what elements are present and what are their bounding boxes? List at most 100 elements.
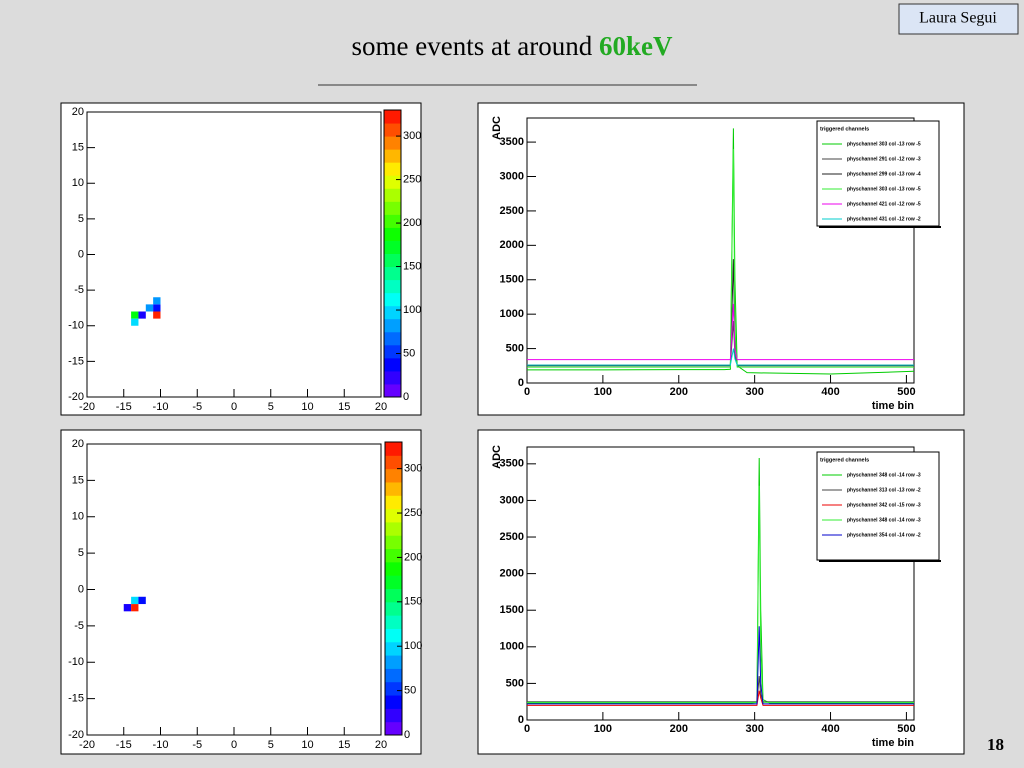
colorbar-frame	[384, 441, 403, 736]
colorbar-band	[385, 721, 402, 736]
y-tick-label: 20	[72, 438, 84, 450]
colorbar-tick-label: 300	[403, 130, 421, 142]
heat-cell	[131, 311, 139, 319]
colorbar-band	[385, 628, 402, 643]
series-line	[527, 128, 915, 375]
colorbar-band	[384, 266, 401, 281]
y-tick-label: 0	[518, 377, 524, 389]
plot-area	[86, 443, 382, 736]
author-box	[898, 3, 1019, 35]
x-tick-label: 200	[670, 723, 688, 735]
y-tick-label: 1000	[500, 641, 524, 653]
series-line	[527, 348, 914, 366]
colorbar-tick-label: 100	[403, 304, 421, 316]
heat-cell	[138, 311, 146, 319]
colorbar-band	[384, 123, 401, 137]
colorbar-tick-label: 300	[404, 463, 422, 475]
y-tick-label: -15	[68, 355, 84, 367]
x-tick-label: 20	[375, 739, 387, 751]
heat-cell	[145, 304, 154, 312]
colorbar-band	[384, 240, 401, 254]
y-tick-label: -15	[68, 693, 84, 705]
y-tick-label: 10	[72, 511, 84, 523]
x-tick-label: 0	[524, 723, 530, 735]
series-line	[527, 259, 914, 367]
colorbar-band	[384, 188, 401, 202]
colorbar-band	[385, 561, 402, 576]
x-tick-label: -10	[153, 401, 169, 413]
y-tick-label: -5	[74, 284, 84, 296]
y-tick-label: 5	[78, 547, 84, 559]
plot-area	[86, 111, 382, 398]
y-tick-label: 3000	[500, 494, 524, 506]
colorbar-band	[385, 521, 402, 536]
colorbar-tick-label: 250	[404, 507, 422, 519]
x-tick-label: 300	[745, 723, 763, 735]
x-tick-label: -5	[192, 401, 202, 413]
x-tick-label: 5	[268, 401, 274, 413]
colorbar-band	[385, 455, 402, 470]
legend-shadow	[819, 560, 941, 562]
y-tick-label: -5	[74, 620, 84, 632]
y-tick-label: 3500	[500, 136, 524, 148]
y-tick-label: 3000	[500, 170, 524, 182]
colorbar-band	[385, 681, 402, 696]
y-axis-label: ADC	[491, 116, 503, 140]
colorbar-band	[385, 535, 402, 550]
y-tick-label: 15	[72, 474, 84, 486]
y-tick-label: -20	[68, 729, 84, 741]
author: Laura Segui	[919, 10, 997, 27]
colorbar-tick-label: 150	[403, 260, 421, 272]
y-tick-label: 2000	[500, 568, 524, 580]
colorbar-band	[384, 279, 401, 294]
x-tick-label: -10	[153, 739, 169, 751]
y-tick-label: 1500	[500, 604, 524, 616]
colorbar-tick-label: 100	[404, 640, 422, 652]
colorbar-band	[384, 331, 401, 346]
legend-label: physchannel 291 col -12 row -3	[847, 156, 921, 162]
colorbar-tick-label: 150	[404, 596, 422, 608]
y-tick-label: 20	[72, 106, 84, 118]
heat-cell	[153, 304, 161, 312]
colorbar-band	[384, 162, 401, 176]
legend-label: physchannel 303 col -13 row -5	[847, 186, 921, 192]
colorbar-band	[385, 615, 402, 629]
colorbar-band	[385, 655, 402, 669]
colorbar-band	[384, 318, 401, 333]
x-tick-label: -5	[192, 739, 202, 751]
x-tick-label: 10	[301, 401, 313, 413]
series-line	[527, 485, 914, 703]
legend-label: physchannel 303 col -13 row -5	[847, 141, 921, 147]
legend-box	[816, 451, 940, 561]
x-tick-label: 300	[745, 386, 763, 398]
legend-label: physchannel 421 col -12 row -5	[847, 201, 921, 207]
x-tick-label: 15	[338, 401, 350, 413]
y-axis-label: ADC	[491, 445, 503, 469]
colorbar-band	[385, 575, 402, 589]
colorbar-tick-label: 200	[403, 217, 421, 229]
colorbar-band	[385, 695, 402, 709]
y-tick-label: 2500	[500, 205, 524, 217]
y-tick-label: 1500	[500, 274, 524, 286]
legend-label: physchannel 299 col -13 row -4	[847, 171, 921, 177]
colorbar-band	[384, 136, 401, 150]
y-tick-label: 2000	[500, 239, 524, 251]
series-line	[527, 148, 914, 368]
legend-label: physchannel 348 col -14 row -3	[847, 517, 921, 523]
colorbar-band	[385, 495, 402, 510]
colorbar-band	[385, 508, 402, 523]
slide-title: some events at around 60keV	[352, 31, 673, 61]
title-highlight: 60keV	[599, 31, 673, 61]
x-tick-label: 500	[897, 386, 915, 398]
heat-cell	[131, 604, 139, 612]
legend-label: physchannel 342 col -15 row -3	[847, 502, 921, 508]
colorbar-band	[384, 292, 401, 307]
x-tick-label: 100	[594, 723, 612, 735]
y-tick-label: 0	[518, 714, 524, 726]
heat-cell	[153, 297, 161, 305]
heat-cell	[131, 596, 139, 605]
colorbar-band	[385, 481, 402, 496]
x-tick-label: 100	[594, 386, 612, 398]
colorbar-band	[385, 708, 402, 723]
legend-title: triggered channels	[820, 126, 869, 132]
